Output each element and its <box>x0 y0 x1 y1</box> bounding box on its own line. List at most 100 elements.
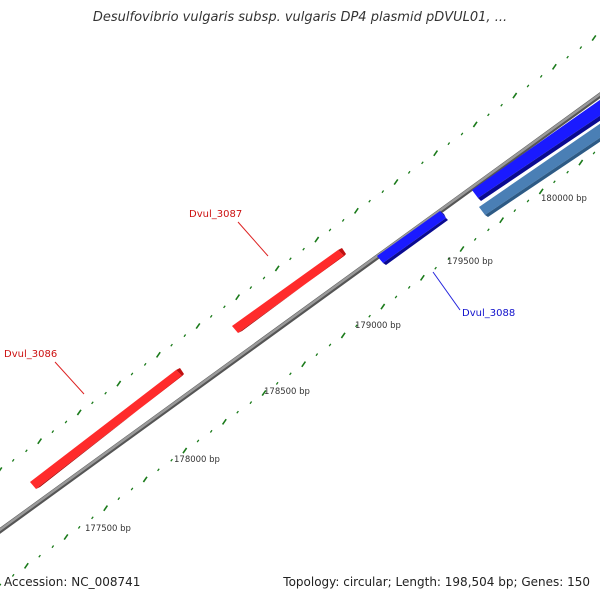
major-tick <box>314 236 320 243</box>
gene-dvul-3088[interactable] <box>377 211 448 265</box>
minor-tick <box>249 286 253 290</box>
major-tick <box>393 178 399 186</box>
minor-tick <box>487 113 490 117</box>
minor-tick <box>223 305 226 309</box>
minor-tick <box>262 276 266 280</box>
major-tick <box>301 361 307 368</box>
minor-tick <box>447 257 451 261</box>
minor-tick <box>592 151 596 155</box>
minor-tick <box>289 372 292 376</box>
minor-tick <box>236 410 239 414</box>
major-tick <box>512 92 518 99</box>
minor-tick <box>407 285 411 289</box>
minor-tick <box>302 247 305 251</box>
minor-tick <box>289 257 292 261</box>
minor-tick <box>209 314 213 318</box>
bp-label: 178000 bp <box>174 455 220 465</box>
minor-tick <box>434 266 437 270</box>
minor-tick <box>487 228 490 232</box>
bp-label: 178500 bp <box>264 387 310 397</box>
minor-tick <box>579 46 583 50</box>
major-tick <box>37 438 43 445</box>
minor-tick <box>500 103 503 107</box>
minor-tick <box>513 209 517 213</box>
major-tick <box>182 447 188 454</box>
major-tick <box>591 34 597 42</box>
major-tick <box>419 274 425 281</box>
gene-label-dvul-3087: Dvul_3087 <box>189 209 242 220</box>
minor-tick <box>157 468 160 472</box>
major-tick <box>578 159 584 166</box>
minor-tick <box>51 545 55 549</box>
major-tick <box>116 380 122 387</box>
minor-tick <box>91 516 94 520</box>
major-tick <box>235 294 241 301</box>
minor-tick <box>249 401 253 405</box>
gene-other-right[interactable] <box>479 121 600 217</box>
minor-tick <box>407 170 411 174</box>
gene-dvul-3086[interactable] <box>30 368 184 489</box>
minor-tick <box>130 487 134 491</box>
bp-label: 179000 bp <box>355 321 401 331</box>
major-tick <box>499 217 505 224</box>
minor-tick <box>553 180 556 184</box>
minor-tick <box>183 334 187 338</box>
inner-tick-band <box>0 151 596 587</box>
minor-tick <box>447 142 451 146</box>
minor-tick <box>368 199 371 203</box>
minor-tick <box>209 429 213 433</box>
gene-reverse-right[interactable] <box>472 97 600 201</box>
bp-label: 179500 bp <box>447 257 493 267</box>
major-tick <box>63 533 69 541</box>
minor-tick <box>38 554 41 558</box>
minor-tick <box>460 132 464 136</box>
major-tick <box>459 245 465 253</box>
major-tick <box>142 476 148 483</box>
minor-tick <box>381 190 385 194</box>
major-tick <box>76 409 82 416</box>
minor-tick <box>341 218 345 222</box>
minor-tick <box>196 439 200 443</box>
summary-text: Topology: circular; Length: 198,504 bp; … <box>283 575 590 589</box>
minor-tick <box>328 343 332 347</box>
minor-tick <box>328 228 332 232</box>
minor-tick <box>355 324 358 328</box>
minor-tick <box>64 420 68 424</box>
minor-tick <box>130 372 134 376</box>
accession-text: Accession: NC_008741 <box>4 575 141 589</box>
minor-tick <box>421 161 424 165</box>
major-tick <box>538 188 544 195</box>
minor-tick <box>117 497 121 501</box>
minor-tick <box>526 84 530 88</box>
major-tick <box>472 121 478 128</box>
outer-tick-band <box>0 34 597 472</box>
major-tick <box>221 418 227 425</box>
minor-tick <box>315 353 319 357</box>
minor-tick <box>11 458 15 462</box>
major-tick <box>274 265 280 272</box>
bp-label: 180000 bp <box>541 194 587 204</box>
gene-dvul-3087[interactable] <box>232 248 346 333</box>
minor-tick <box>368 314 371 318</box>
minor-tick <box>91 401 94 405</box>
minor-tick <box>11 573 15 577</box>
page-title: Desulfovibrio vulgaris subsp. vulgaris D… <box>92 10 508 25</box>
major-tick <box>380 303 386 310</box>
major-tick <box>103 505 109 512</box>
major-tick <box>353 207 359 214</box>
minor-tick <box>526 199 530 203</box>
minor-tick <box>170 458 173 462</box>
minor-tick <box>170 343 173 347</box>
label-leader-dvul-3087 <box>237 221 269 257</box>
bp-label: 177500 bp <box>85 524 131 534</box>
minor-tick <box>0 583 2 587</box>
minor-tick <box>104 391 107 395</box>
minor-tick <box>566 170 569 174</box>
major-tick <box>0 466 3 472</box>
minor-tick <box>473 237 477 241</box>
label-leader-dvul-3086 <box>54 361 85 395</box>
major-tick <box>433 150 439 157</box>
minor-tick <box>143 362 147 366</box>
minor-tick <box>51 430 55 434</box>
